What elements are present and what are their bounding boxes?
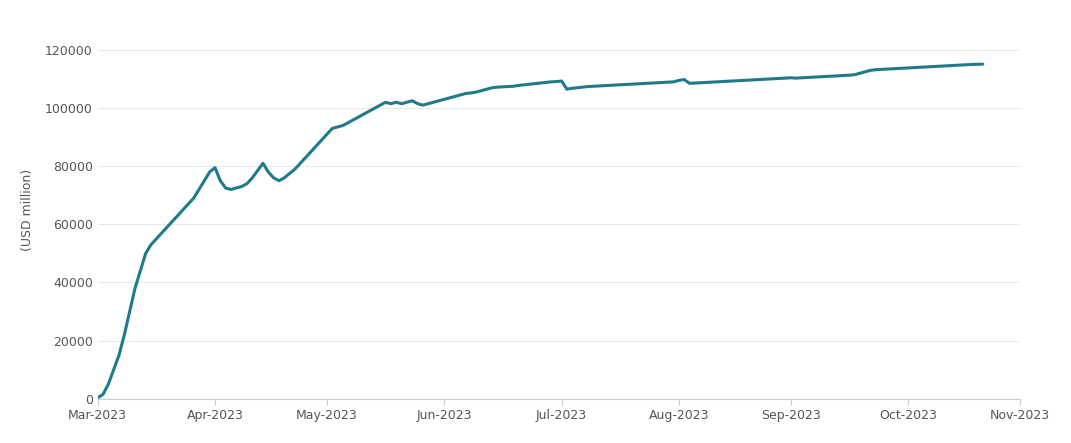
Y-axis label: (USD million): (USD million) <box>20 169 34 251</box>
